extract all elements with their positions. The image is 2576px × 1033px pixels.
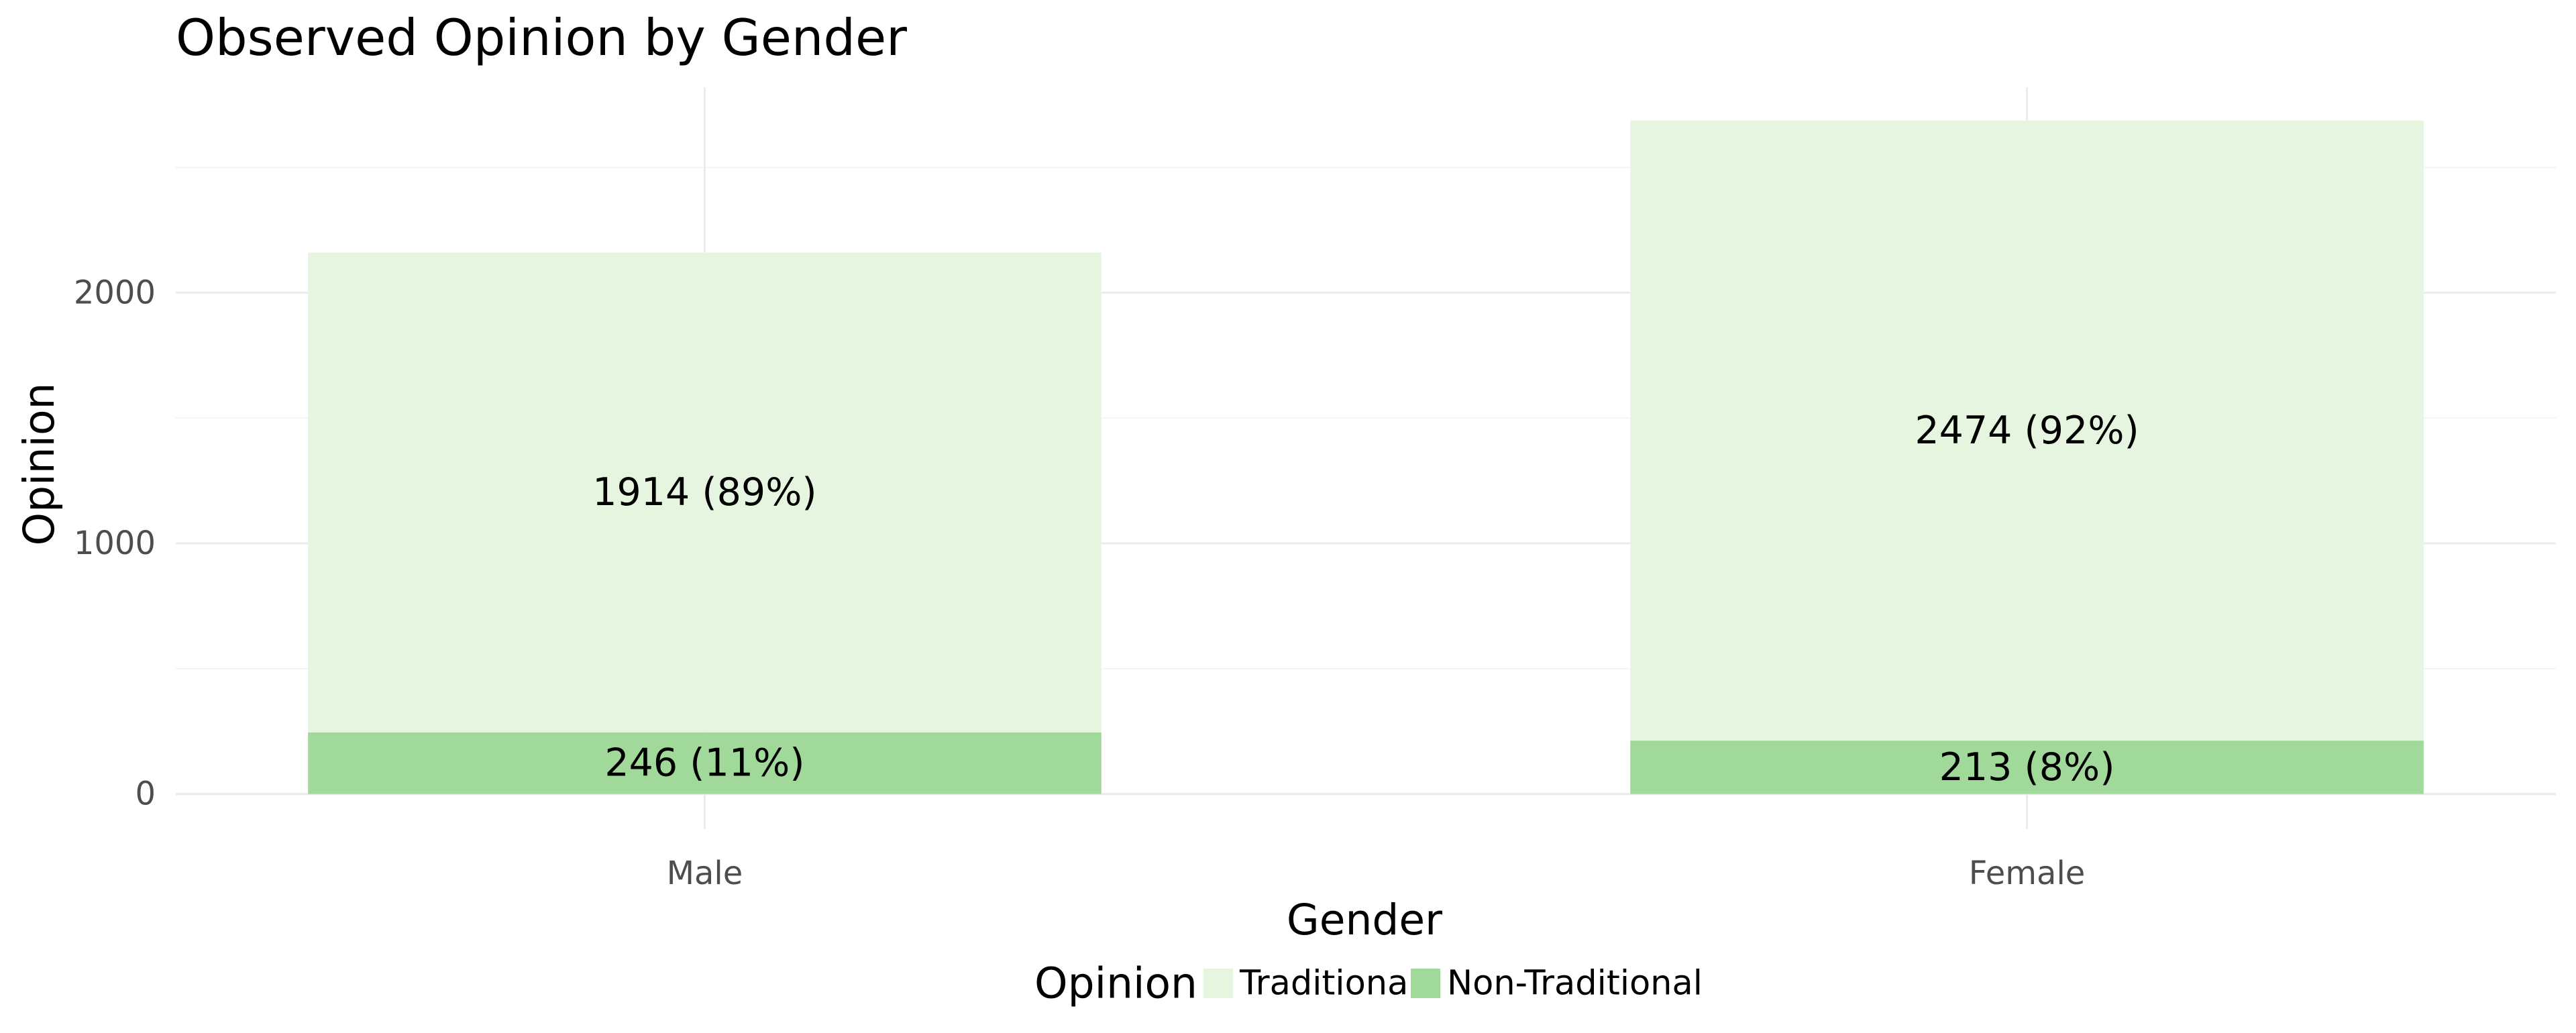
chart-title: Observed Opinion by Gender [176,8,907,67]
bar-label-non-traditional-male: 246 (11%) [604,741,804,785]
y-tick-label: 2000 [74,274,156,311]
bar-label-non-traditional-female: 213 (8%) [1939,745,2115,790]
y-axis-ticks: 0 1000 2000 [74,274,156,812]
x-axis-title: Gender [1287,895,1442,944]
legend-swatch-non-traditional [1411,969,1440,998]
legend-swatch-traditional [1203,969,1233,998]
x-tick-label-male: Male [667,855,743,892]
bar-label-traditional-male: 1914 (89%) [592,470,816,514]
bar-non-traditional-male [308,732,1102,794]
bar-non-traditional-female [1630,741,2424,794]
x-axis-ticks: Male Female [667,855,2086,892]
y-tick-label: 1000 [74,525,156,562]
bars-layer [308,120,2424,794]
bar-label-traditional-female: 2474 (92%) [1915,409,2139,453]
legend: Opinion Traditional Non-Traditional [1034,959,1703,1008]
legend-label-non-traditional: Non-Traditional [1447,964,1703,1003]
bar-traditional-male [308,252,1102,732]
legend-title: Opinion [1034,959,1197,1008]
x-tick-label-female: Female [1969,855,2086,892]
bar-traditional-female [1630,120,2424,741]
y-axis-title: Opinion [15,383,64,546]
bar-labels-layer: 246 (11%) 1914 (89%) 213 (8%) 2474 (92%) [592,409,2139,790]
legend-label-traditional: Traditional [1239,964,1418,1003]
y-tick-label: 0 [135,775,156,813]
